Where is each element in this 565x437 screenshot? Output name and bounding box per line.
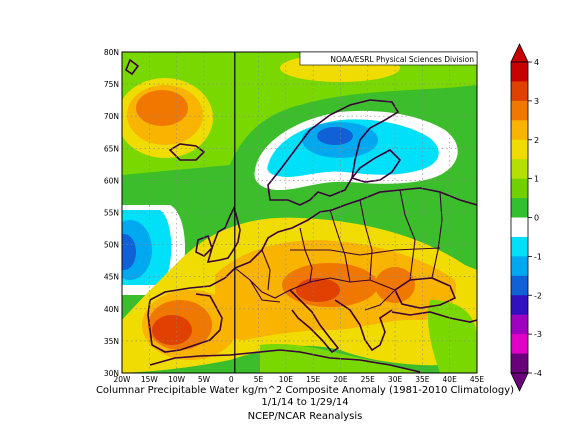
- lon-label: 0: [229, 375, 234, 384]
- colorbar-segment: [511, 198, 528, 218]
- caption-title: Columnar Precipitable Water kg/m^2 Compo…: [95, 385, 515, 396]
- lat-label: 80N: [104, 48, 119, 57]
- caption-source: NCEP/NCAR Reanalysis: [247, 411, 363, 422]
- lon-label: 20E: [333, 375, 348, 384]
- colorbar-max-arrow: [510, 43, 529, 63]
- colorbar-segment: [511, 334, 528, 355]
- plot-frame: [121, 51, 478, 374]
- lon-label: 40E: [443, 375, 458, 384]
- longitude-labels: 20W 15W 10W 5W 0 5E 10E 15E 20E 25E 30E 35E 40E 45E: [114, 375, 485, 384]
- colorbar-segment: [511, 275, 528, 296]
- colorbar-label: -2: [534, 291, 542, 300]
- colorbar-segment: [511, 100, 528, 121]
- colorbar-label: 3: [534, 97, 539, 106]
- colorbar-label: 2: [534, 136, 539, 145]
- lon-label: 20W: [114, 375, 132, 384]
- colorbar-segment: [511, 236, 528, 257]
- colorbar-label: 1: [534, 175, 539, 184]
- colorbar-label: -3: [534, 330, 542, 339]
- latitude-labels: 80N 75N 70N 65N 60N 55N 50N 45N 40N 35N 30N: [104, 48, 119, 378]
- colorbar-segment: [511, 314, 528, 335]
- lat-label: 60N: [104, 176, 119, 185]
- colorbar-segment: [511, 295, 528, 316]
- colorbar-labels: 4 3 2 1 0 -1 -2 -3 -4: [528, 58, 542, 378]
- colorbar-segment: [511, 353, 528, 374]
- colorbar-segment: [511, 62, 528, 82]
- colorbar-segment: [511, 159, 528, 180]
- lon-label: 35E: [415, 375, 430, 384]
- lat-label: 75N: [104, 80, 119, 89]
- lon-label: 15W: [141, 375, 159, 384]
- colorbar: [510, 43, 529, 392]
- lat-label: 35N: [104, 337, 119, 346]
- lon-label: 45E: [470, 375, 485, 384]
- colorbar-segment: [511, 178, 528, 199]
- lon-label: 30E: [388, 375, 403, 384]
- lat-label: 65N: [104, 144, 119, 153]
- lon-label: 25E: [361, 375, 376, 384]
- caption-date-range: 1/1/14 to 1/29/14: [261, 397, 349, 408]
- lat-label: 70N: [104, 112, 119, 121]
- colorbar-label: 4: [534, 58, 539, 67]
- lon-label: 10E: [279, 375, 294, 384]
- lat-label: 30N: [104, 369, 119, 378]
- lat-label: 45N: [104, 273, 119, 282]
- coastlines: [125, 54, 477, 373]
- colorbar-label: -1: [534, 252, 542, 261]
- colorbar-segment: [511, 217, 528, 238]
- colorbar-label: -4: [534, 369, 542, 378]
- colorbar-segment: [511, 256, 528, 277]
- lon-label: 5E: [254, 375, 264, 384]
- colorbar-segment: [511, 81, 528, 102]
- colorbar-segment: [511, 139, 528, 160]
- colorbar-segment: [511, 120, 528, 141]
- lon-label: 5W: [198, 375, 211, 384]
- colorbar-label: 0: [534, 214, 539, 223]
- credit-box: [299, 51, 478, 66]
- lat-label: 50N: [104, 241, 119, 250]
- lat-label: 55N: [104, 209, 119, 218]
- lon-label: 10W: [168, 375, 186, 384]
- grid-lines: [122, 52, 477, 373]
- lon-label: 15E: [306, 375, 321, 384]
- credit-text: NOAA/ESRL Physical Sciences Division: [330, 55, 474, 64]
- lat-label: 40N: [104, 305, 119, 314]
